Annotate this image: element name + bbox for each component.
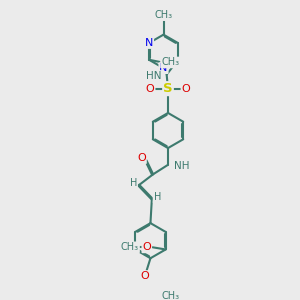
Text: CH₃: CH₃ [162,290,180,300]
Text: O: O [142,242,151,252]
Text: CH₃: CH₃ [161,58,179,68]
Text: S: S [163,82,173,95]
Text: O: O [137,153,146,163]
Text: O: O [141,271,149,281]
Text: NH: NH [174,161,190,171]
Text: N: N [145,38,153,48]
Text: O: O [182,84,190,94]
Text: H: H [130,178,137,188]
Text: CH₃: CH₃ [121,242,139,252]
Text: N: N [159,63,168,73]
Text: CH₃: CH₃ [154,10,172,20]
Text: O: O [146,84,154,94]
Text: H: H [154,193,161,202]
Text: HN: HN [146,71,162,81]
